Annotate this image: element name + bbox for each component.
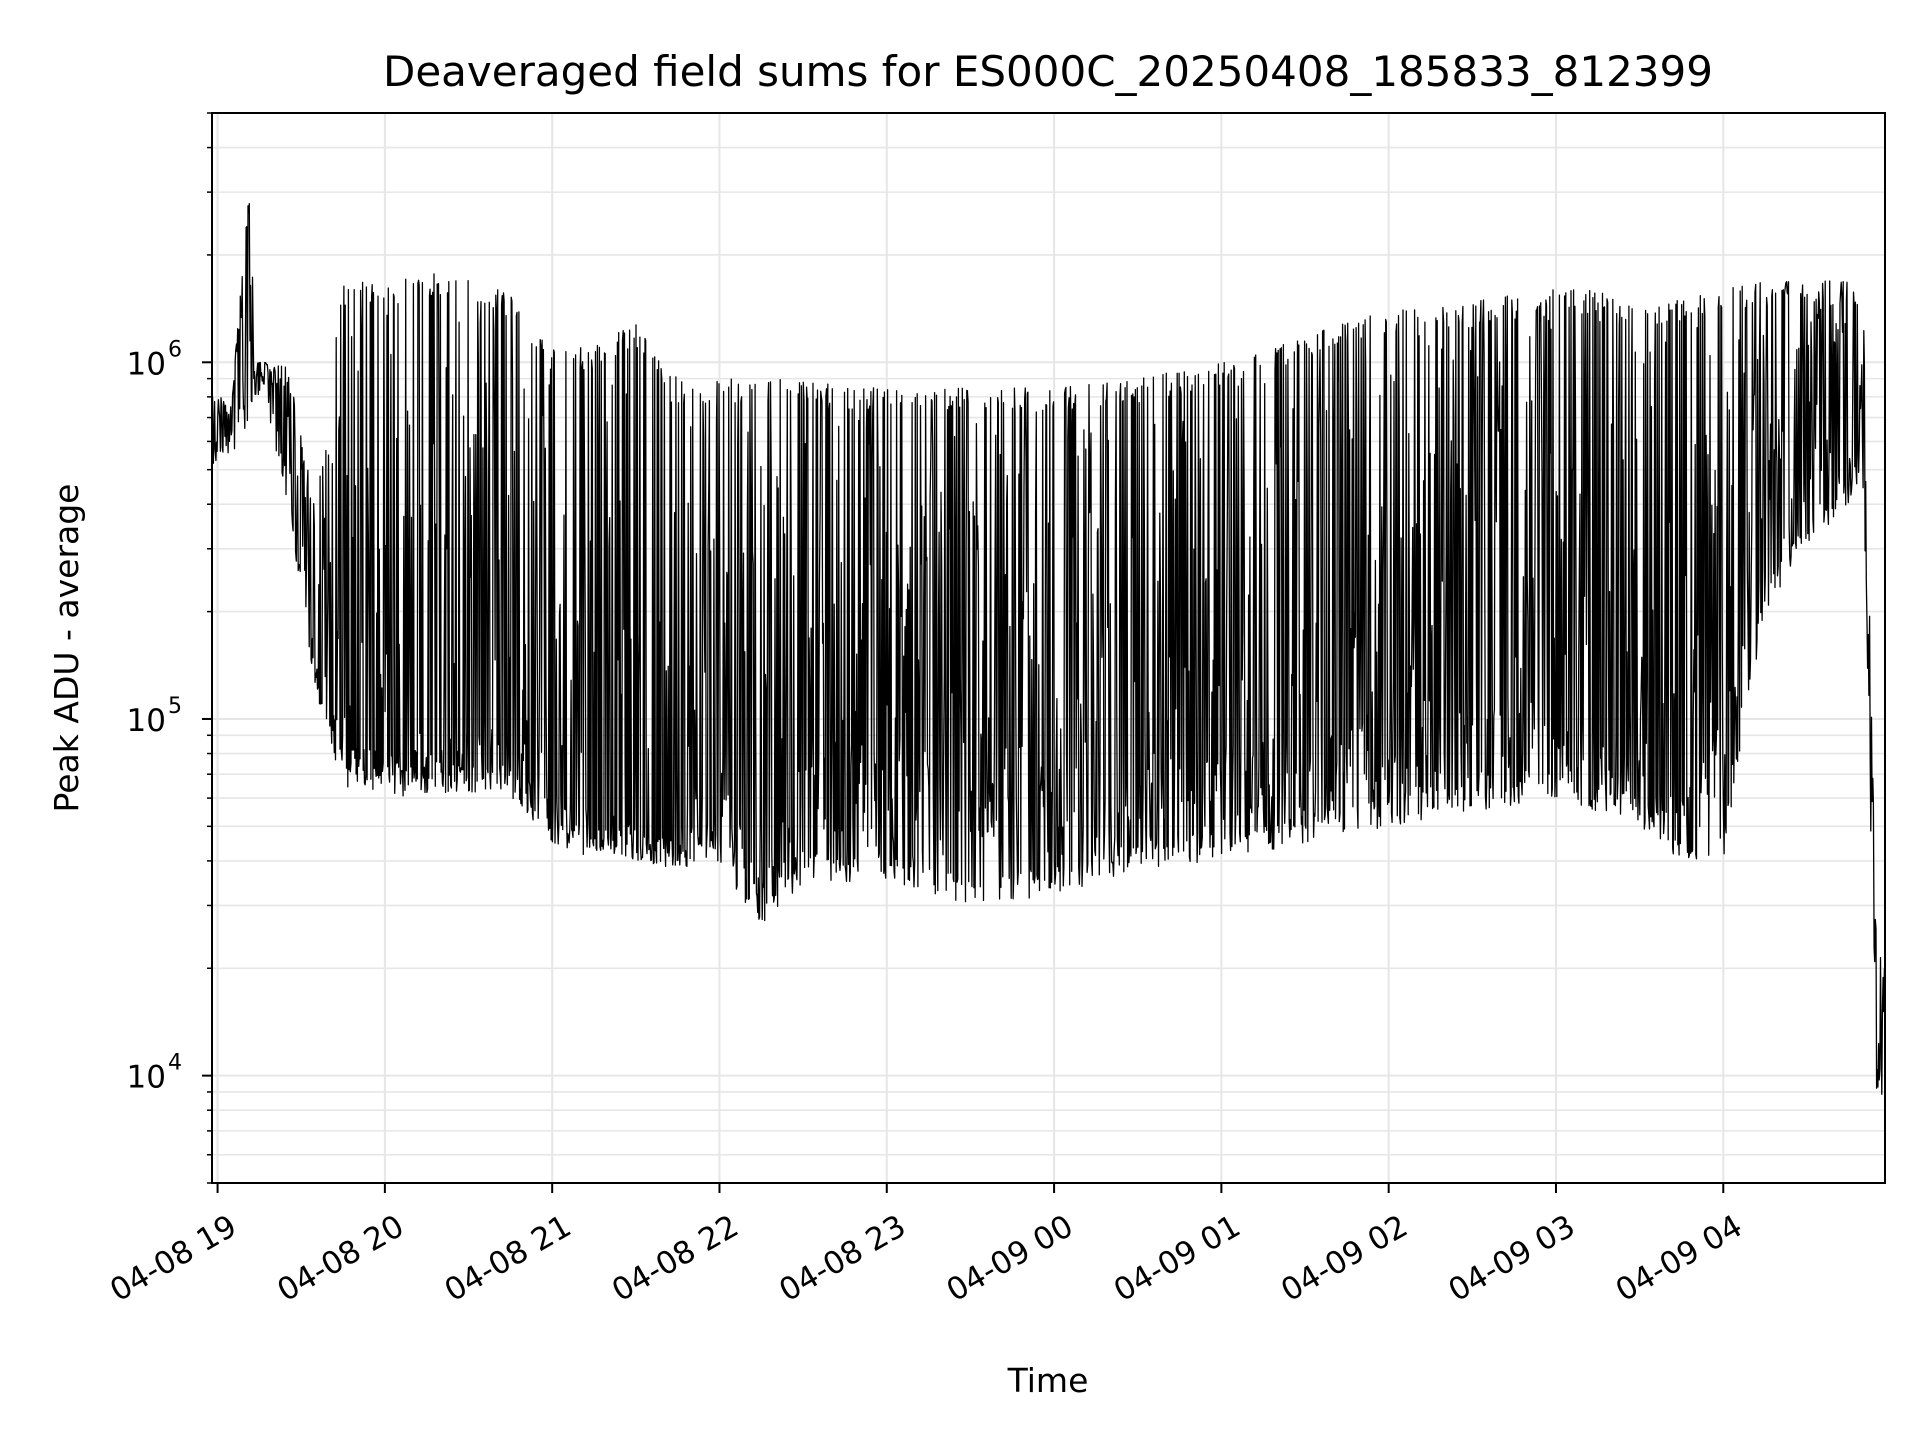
y-tick-label: 10 [127, 1060, 166, 1096]
series-line [211, 202, 1886, 1095]
chart-title: Deaveraged field sums for ES000C_2025040… [383, 47, 1713, 96]
y-tick-label: 10 [127, 346, 166, 382]
y-tick-exponent: 5 [168, 694, 182, 719]
y-tick-exponent: 6 [168, 337, 182, 362]
plot-frame [211, 112, 1886, 1184]
y-axis-label: Peak ADU - average [47, 484, 86, 813]
y-tick-exponent: 4 [168, 1051, 182, 1076]
x-axis-label: Time [1007, 1361, 1089, 1400]
y-tick-label: 10 [127, 703, 166, 739]
series-path [211, 202, 1886, 1095]
